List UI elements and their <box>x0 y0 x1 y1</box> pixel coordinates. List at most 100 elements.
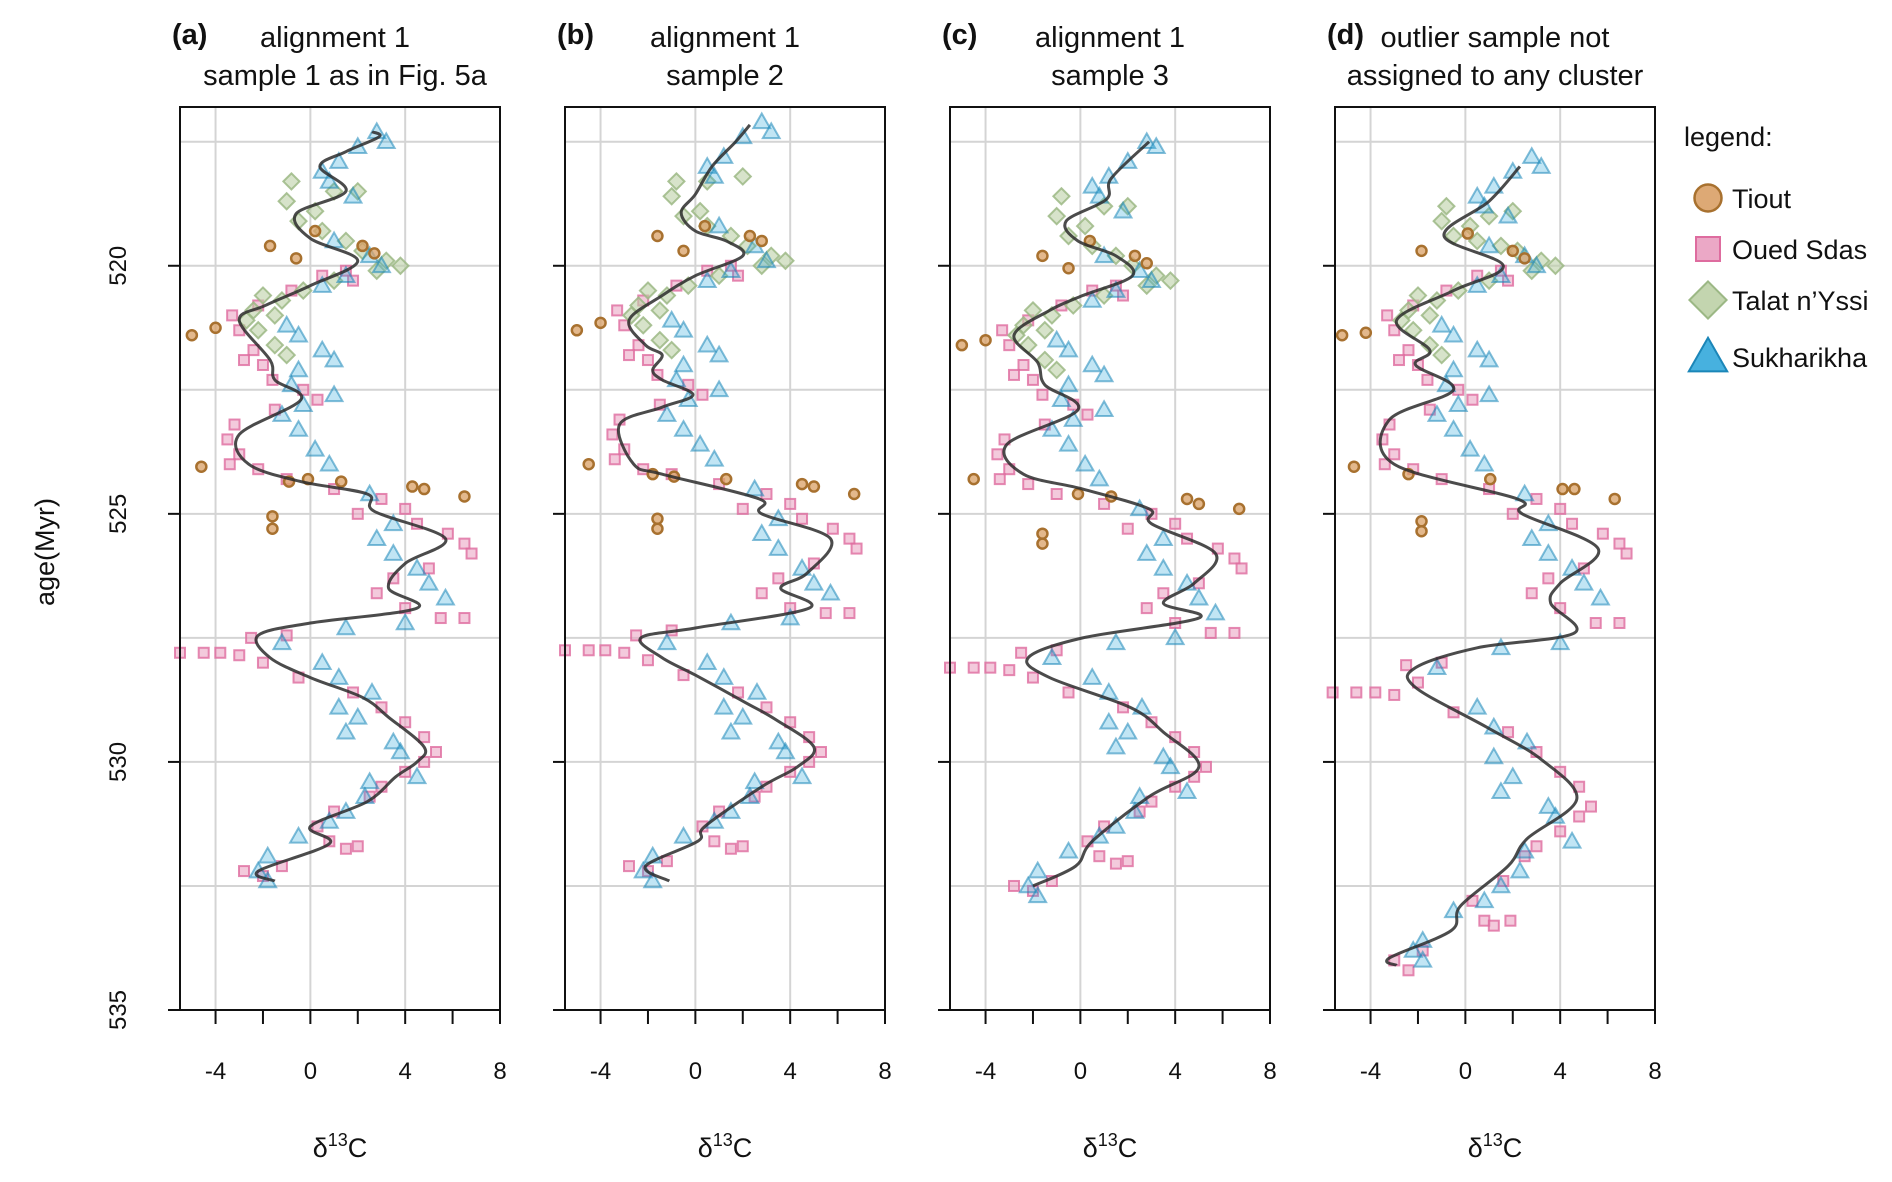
data-point <box>719 472 733 486</box>
panel-a: (a) alignment 1 sample 1 as in Fig. 5a 520 5… <box>105 19 507 1163</box>
data-point <box>1105 280 1127 298</box>
y-tick-label: 525 <box>105 494 132 534</box>
data-point <box>1459 438 1481 457</box>
data-point <box>1137 276 1157 296</box>
data-point <box>226 309 239 322</box>
data-point <box>984 661 997 674</box>
data-point <box>697 334 718 353</box>
panel-title-line-1: alignment 1 <box>260 22 410 54</box>
data-point <box>732 706 753 725</box>
data-point <box>599 644 612 657</box>
data-point <box>1146 136 1167 154</box>
data-point <box>356 239 369 253</box>
data-point <box>1160 756 1181 775</box>
data-point <box>751 523 772 541</box>
data-point <box>376 131 397 150</box>
data-point <box>1432 211 1452 231</box>
data-point <box>418 731 431 744</box>
data-point <box>641 654 654 667</box>
data-point <box>1335 328 1349 342</box>
data-point <box>673 419 694 437</box>
data-point <box>1521 146 1542 164</box>
data-point <box>1566 517 1579 530</box>
panel-d: (d) outlier sample not assigned to any clu… <box>1323 19 1662 1163</box>
x-tick-label: 4 <box>1554 1058 1567 1085</box>
data-point <box>371 255 392 274</box>
x-tick-label: 0 <box>689 1058 702 1085</box>
data-point <box>720 260 742 279</box>
data-point <box>195 460 208 473</box>
data-point <box>1359 326 1373 339</box>
data-point <box>1545 256 1565 276</box>
data-point <box>1047 206 1067 226</box>
data-point <box>1461 227 1474 240</box>
data-point <box>847 487 861 501</box>
data-point <box>257 845 278 864</box>
panel-c: (c) alignment 1 sample 3 -4 0 4 8 δ13C <box>938 19 1277 1163</box>
data-point <box>185 328 199 342</box>
data-point <box>1381 309 1394 322</box>
x-axis-label: δ13C <box>1468 1130 1523 1163</box>
data-point <box>1117 721 1138 740</box>
data-point <box>1426 404 1448 422</box>
data-point <box>733 166 753 186</box>
data-point <box>1153 558 1174 576</box>
data-point <box>1531 156 1552 174</box>
x-tick-label: 8 <box>1263 1058 1276 1085</box>
data-point <box>708 215 730 234</box>
data-point <box>1036 249 1049 263</box>
data-point <box>395 612 416 631</box>
data-point <box>826 522 839 535</box>
data-point <box>288 324 309 343</box>
data-point <box>1504 914 1517 927</box>
data-point <box>803 572 825 591</box>
legend-title: legend: <box>1684 122 1773 152</box>
data-point <box>1467 185 1488 204</box>
data-point <box>1550 632 1571 651</box>
data-point <box>1608 492 1621 506</box>
data-point <box>361 682 383 700</box>
data-point <box>582 644 595 657</box>
alignment-curve <box>1378 165 1601 967</box>
panel-label: (c) <box>942 19 977 51</box>
data-point <box>1474 890 1495 909</box>
panel-b: (b) alignment 1 sample 2 -4 0 4 8 δ13C <box>553 19 892 1163</box>
data-point <box>744 478 765 497</box>
data-point <box>1082 667 1103 685</box>
x-tick-label: 0 <box>1074 1058 1087 1085</box>
data-point <box>744 771 765 790</box>
data-point <box>1554 825 1567 838</box>
plot-area <box>1335 107 1655 1010</box>
data-point <box>1081 408 1094 421</box>
data-point <box>991 448 1004 461</box>
x-tick-label: 8 <box>493 1058 506 1085</box>
data-point <box>708 344 730 363</box>
data-point <box>370 587 383 600</box>
x-tick-label: -4 <box>1360 1058 1381 1085</box>
data-point <box>368 247 381 260</box>
data-point <box>1506 244 1520 258</box>
data-point <box>1412 949 1433 968</box>
data-point <box>335 721 357 740</box>
data-point <box>308 224 322 238</box>
data-point <box>1140 257 1153 270</box>
data-point <box>406 766 428 785</box>
data-point <box>1059 226 1078 246</box>
data-point <box>335 265 357 283</box>
data-point <box>417 482 431 496</box>
data-point <box>289 252 303 265</box>
data-point <box>704 166 725 184</box>
data-point <box>1157 587 1170 600</box>
data-point <box>1490 875 1512 894</box>
data-point <box>256 359 269 371</box>
legend-item-tiout: Tiout <box>1693 183 1792 214</box>
data-point <box>791 558 813 576</box>
data-point <box>1098 497 1111 510</box>
data-point <box>967 472 980 486</box>
data-point <box>1483 175 1504 194</box>
data-point <box>807 480 821 493</box>
data-point <box>304 438 326 457</box>
legend-item-sukharikha: Sukharikha <box>1687 335 1868 373</box>
plot-area <box>565 107 885 1010</box>
data-point <box>1015 646 1028 659</box>
